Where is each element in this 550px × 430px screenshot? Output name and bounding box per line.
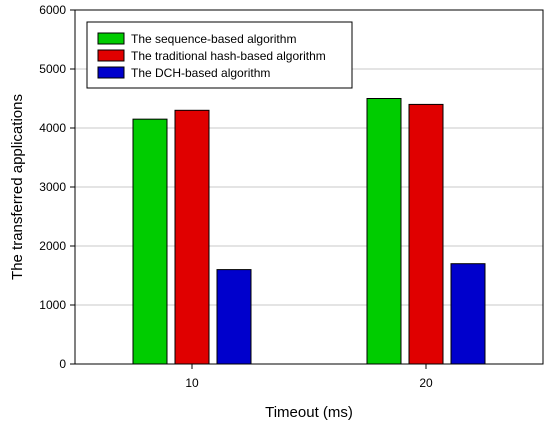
bars bbox=[132, 98, 486, 365]
legend-swatch bbox=[97, 49, 125, 62]
legend-label: The DCH-based algorithm bbox=[131, 66, 270, 80]
bar bbox=[216, 269, 252, 365]
x-tick-label: 10 bbox=[185, 376, 199, 390]
bar bbox=[174, 109, 210, 365]
legend-label: The sequence-based algorithm bbox=[131, 32, 296, 46]
x-tick-label: 20 bbox=[419, 376, 433, 390]
y-tick-label: 5000 bbox=[39, 62, 66, 76]
y-tick-label: 4000 bbox=[39, 121, 66, 135]
y-tick-label: 1000 bbox=[39, 298, 66, 312]
y-axis-label: The transferred applications bbox=[9, 94, 26, 280]
x-axis-label: Timeout (ms) bbox=[265, 404, 353, 421]
legend-swatch bbox=[97, 32, 125, 45]
legend: The sequence-based algorithm The traditio… bbox=[86, 21, 353, 89]
bar bbox=[366, 98, 402, 365]
legend-label: The traditional hash-based algorithm bbox=[131, 49, 326, 63]
y-tick-label: 0 bbox=[59, 357, 66, 371]
y-tick-label: 2000 bbox=[39, 239, 66, 253]
axes: 0 1000 2000 3000 4000 5000 6000 10 20 bbox=[39, 3, 433, 390]
legend-swatch bbox=[97, 66, 125, 79]
legend-box bbox=[86, 21, 353, 89]
y-tick-label: 3000 bbox=[39, 180, 66, 194]
y-tick-label: 6000 bbox=[39, 3, 66, 17]
bar bbox=[408, 103, 444, 365]
bar bbox=[450, 263, 486, 365]
bar bbox=[132, 118, 168, 365]
